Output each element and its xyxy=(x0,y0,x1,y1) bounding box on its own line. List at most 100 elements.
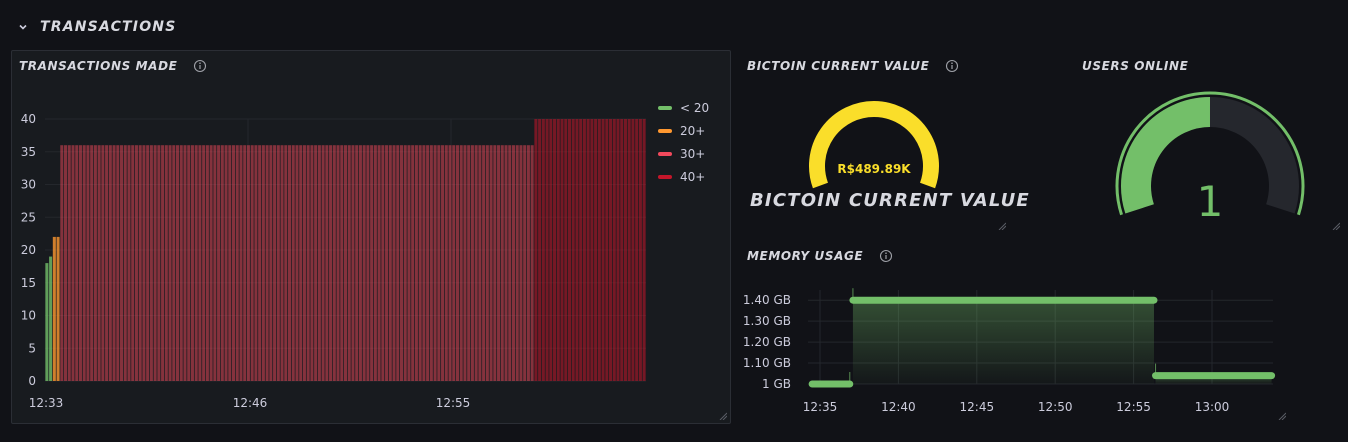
bar xyxy=(142,145,146,381)
bar xyxy=(209,145,213,381)
bar xyxy=(149,145,153,381)
bar xyxy=(485,145,489,381)
bar xyxy=(489,145,493,381)
bar xyxy=(396,145,400,381)
bar xyxy=(564,119,568,381)
bar xyxy=(463,145,467,381)
bar xyxy=(343,145,348,381)
legend-item[interactable]: 20+ xyxy=(658,119,709,142)
y-tick-label: 30 xyxy=(21,178,36,192)
bar xyxy=(586,119,590,381)
bar xyxy=(347,145,351,381)
bar xyxy=(541,119,545,381)
resize-handle-icon[interactable] xyxy=(1278,412,1286,420)
bar xyxy=(176,145,180,381)
bar xyxy=(179,145,183,381)
bar xyxy=(164,145,168,381)
bar xyxy=(623,119,627,381)
bar xyxy=(235,145,239,381)
bar xyxy=(213,145,217,381)
bar xyxy=(325,145,329,381)
bar xyxy=(422,145,426,381)
bar xyxy=(455,145,460,381)
transactions-legend: < 20 20+ 30+ 40+ xyxy=(658,96,709,188)
bar xyxy=(560,119,564,381)
info-icon[interactable] xyxy=(945,59,959,73)
bar xyxy=(112,145,116,381)
bar xyxy=(556,119,560,381)
bar xyxy=(377,145,381,381)
bar xyxy=(250,145,254,381)
legend-label: 30+ xyxy=(680,146,706,161)
x-tick-label: 12:46 xyxy=(233,396,268,410)
y-tick-label: 20 xyxy=(21,243,36,257)
x-tick-label: 12:55 xyxy=(436,396,471,410)
users-gauge-value: 1 xyxy=(1197,177,1224,226)
bar xyxy=(336,145,340,381)
bar xyxy=(116,145,120,381)
bar xyxy=(399,145,404,381)
bitcoin-panel-title[interactable]: BICTOIN CURRENT VALUE xyxy=(747,59,959,73)
bar xyxy=(146,145,150,381)
bar xyxy=(452,145,456,381)
bitcoin-big-label: BICTOIN CURRENT VALUE xyxy=(750,190,1030,211)
bar xyxy=(385,145,389,381)
y-tick-label: 1.20 GB xyxy=(743,335,791,349)
bar xyxy=(482,145,486,381)
chevron-down-icon[interactable] xyxy=(18,22,28,32)
x-tick-label: 12:45 xyxy=(960,400,995,414)
legend-item[interactable]: < 20 xyxy=(658,96,709,119)
bar xyxy=(493,145,497,381)
legend-item[interactable]: 30+ xyxy=(658,142,709,165)
legend-swatch xyxy=(658,128,672,133)
bar xyxy=(508,145,512,381)
bar xyxy=(467,145,471,381)
bar xyxy=(231,145,236,381)
bar xyxy=(470,145,474,381)
y-tick-label: 40 xyxy=(21,112,36,126)
bar xyxy=(49,256,53,381)
bar xyxy=(246,145,250,381)
bar xyxy=(411,145,415,381)
y-tick-label: 1.30 GB xyxy=(743,314,791,328)
legend-item[interactable]: 40+ xyxy=(658,165,709,188)
bar xyxy=(605,119,609,381)
bar xyxy=(381,145,385,381)
bar xyxy=(108,145,112,381)
bar xyxy=(299,145,303,381)
bar xyxy=(52,236,56,381)
bar xyxy=(627,119,631,381)
bar xyxy=(538,119,542,381)
bar xyxy=(612,119,616,381)
bar xyxy=(93,145,97,381)
legend-swatch xyxy=(658,105,672,110)
users-panel-title[interactable]: USERS ONLINE xyxy=(1082,59,1188,73)
memory-panel-title[interactable]: MEMORY USAGE xyxy=(747,249,893,263)
bar xyxy=(161,145,165,381)
bar xyxy=(448,145,452,381)
resize-handle-icon[interactable] xyxy=(998,222,1006,230)
resize-handle-icon[interactable] xyxy=(1332,222,1340,230)
bar xyxy=(549,119,553,381)
row-header-transactions[interactable]: TRANSACTIONS xyxy=(18,14,177,40)
y-tick-label: 5 xyxy=(28,341,36,355)
bar xyxy=(609,119,613,381)
bar xyxy=(273,145,277,381)
bar xyxy=(168,145,172,381)
bar xyxy=(97,145,101,381)
bar xyxy=(388,145,392,381)
transactions-panel-title[interactable]: TRANSACTIONS MADE xyxy=(19,59,207,73)
x-tick-label: 12:35 xyxy=(803,400,838,414)
bar xyxy=(366,145,370,381)
bar xyxy=(392,145,396,381)
resize-handle-icon[interactable] xyxy=(719,412,727,420)
info-icon[interactable] xyxy=(193,59,207,73)
info-icon[interactable] xyxy=(879,249,893,263)
users-gauge-threshold-arc xyxy=(1115,91,1305,216)
bar xyxy=(202,145,206,381)
bar xyxy=(358,145,362,381)
bar xyxy=(105,145,109,381)
bar xyxy=(594,119,598,381)
y-tick-label: 25 xyxy=(21,210,36,224)
bar xyxy=(190,145,194,381)
